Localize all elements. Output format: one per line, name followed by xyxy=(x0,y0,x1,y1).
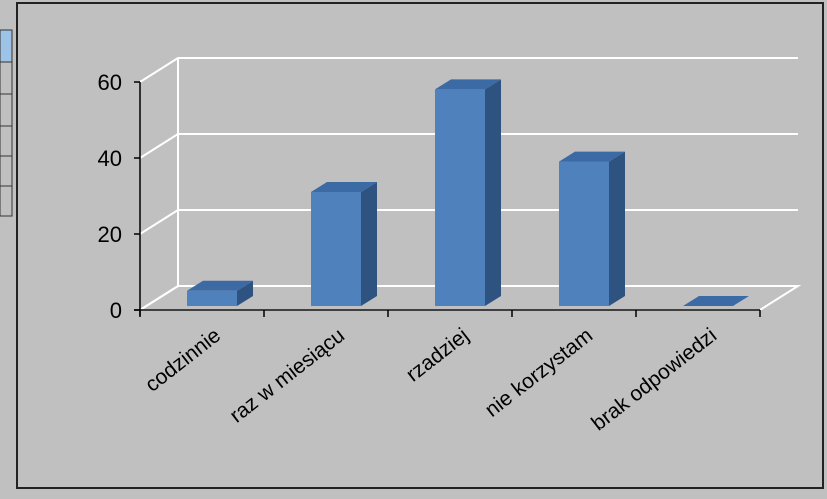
cell-selected[interactable] xyxy=(0,29,13,63)
bar-side xyxy=(237,280,253,306)
x-tick-label: raz w miesiącu xyxy=(225,324,349,428)
y-tick-label: 40 xyxy=(98,146,122,171)
label-layer: 0 20 40 60 codzinnie raz w miesiącu rzadziej ni… xyxy=(98,70,722,435)
y-tick-label: 20 xyxy=(98,222,122,247)
worksheet-strip xyxy=(0,0,15,494)
bar-front xyxy=(435,89,485,307)
cell[interactable] xyxy=(0,125,13,157)
worksheet-cells xyxy=(0,29,13,217)
bar[interactable] xyxy=(187,280,253,306)
x-tick-label: brak odpowiedzi xyxy=(587,324,721,436)
bar-top xyxy=(187,280,253,291)
x-tick-label: nie korzystam xyxy=(481,324,597,422)
bar[interactable] xyxy=(559,151,625,306)
bar[interactable] xyxy=(311,182,377,306)
bar[interactable] xyxy=(435,79,501,307)
bar-chart: 0 20 40 60 codzinnie raz w miesiącu rzadziej ni… xyxy=(98,57,802,435)
cell[interactable] xyxy=(0,61,13,95)
cell[interactable] xyxy=(0,185,13,217)
bar-front xyxy=(311,192,361,306)
y-tick-label: 0 xyxy=(110,298,122,323)
x-tick-label: rzadziej xyxy=(402,324,473,387)
y-tick-label: 60 xyxy=(98,70,122,95)
bar-front xyxy=(559,161,609,306)
bar-side xyxy=(609,151,625,306)
cell[interactable] xyxy=(0,93,13,127)
chart-area[interactable]: 0 20 40 60 codzinnie raz w miesiącu rzadziej ni… xyxy=(16,2,824,489)
bar-top xyxy=(559,151,625,162)
bar-top xyxy=(435,79,501,90)
gridline xyxy=(139,57,798,83)
bar-top xyxy=(683,296,749,306)
bar-side xyxy=(361,182,377,306)
bar-layer xyxy=(187,79,749,307)
bar-side xyxy=(485,79,501,307)
x-tick-label: codzinnie xyxy=(141,324,225,397)
bar[interactable] xyxy=(683,296,749,306)
bar-front xyxy=(187,290,237,306)
bar-top xyxy=(311,182,377,192)
axis-layer xyxy=(134,81,761,317)
cell[interactable] xyxy=(0,155,13,187)
